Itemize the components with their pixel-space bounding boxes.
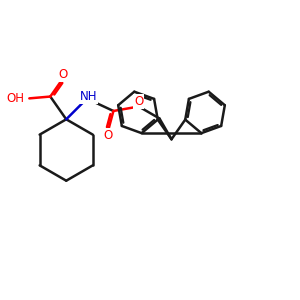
Text: O: O — [103, 129, 112, 142]
Text: O: O — [134, 95, 143, 108]
Text: OH: OH — [6, 92, 24, 105]
Text: NH: NH — [80, 90, 97, 103]
Text: O: O — [58, 68, 68, 81]
